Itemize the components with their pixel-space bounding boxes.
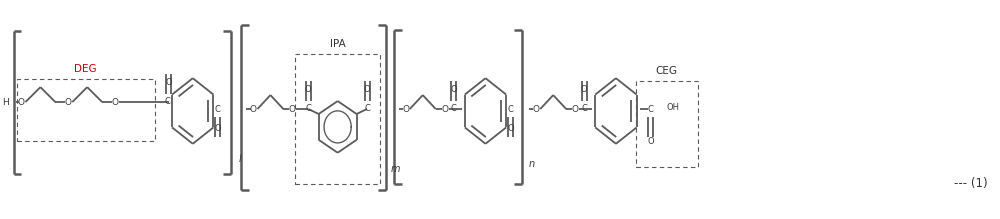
- Text: C: C: [364, 104, 370, 113]
- Text: C: C: [648, 104, 654, 113]
- Text: O: O: [18, 97, 25, 107]
- Text: O: O: [65, 97, 72, 107]
- Text: O: O: [441, 104, 448, 113]
- Text: O: O: [402, 104, 409, 113]
- Text: O: O: [166, 78, 172, 87]
- Text: C: C: [581, 104, 587, 113]
- Text: DEG: DEG: [74, 64, 97, 74]
- Text: H: H: [2, 97, 9, 107]
- Text: C: C: [507, 104, 513, 113]
- Text: O: O: [364, 85, 370, 94]
- Text: O: O: [289, 104, 296, 113]
- Text: O: O: [250, 104, 257, 113]
- Text: m: m: [391, 164, 401, 174]
- Bar: [295, 54, 380, 184]
- Text: O: O: [214, 124, 221, 133]
- Bar: [17, 79, 155, 141]
- Text: CEG: CEG: [656, 66, 678, 76]
- Text: n: n: [528, 159, 534, 169]
- Text: O: O: [581, 85, 587, 94]
- Text: C: C: [165, 97, 171, 106]
- Text: O: O: [572, 104, 579, 113]
- Text: C: C: [215, 104, 221, 113]
- Text: O: O: [305, 85, 312, 94]
- Text: l: l: [238, 154, 241, 164]
- Text: O: O: [450, 85, 457, 94]
- Text: --- (1): --- (1): [954, 177, 988, 190]
- Text: OH: OH: [666, 102, 679, 111]
- Text: IPA: IPA: [330, 39, 346, 49]
- Bar: [636, 81, 698, 167]
- Text: O: O: [112, 97, 119, 107]
- Text: C: C: [305, 104, 311, 113]
- Text: O: O: [507, 124, 514, 133]
- Text: C: C: [451, 104, 457, 113]
- Text: O: O: [647, 137, 654, 146]
- Text: O: O: [533, 104, 540, 113]
